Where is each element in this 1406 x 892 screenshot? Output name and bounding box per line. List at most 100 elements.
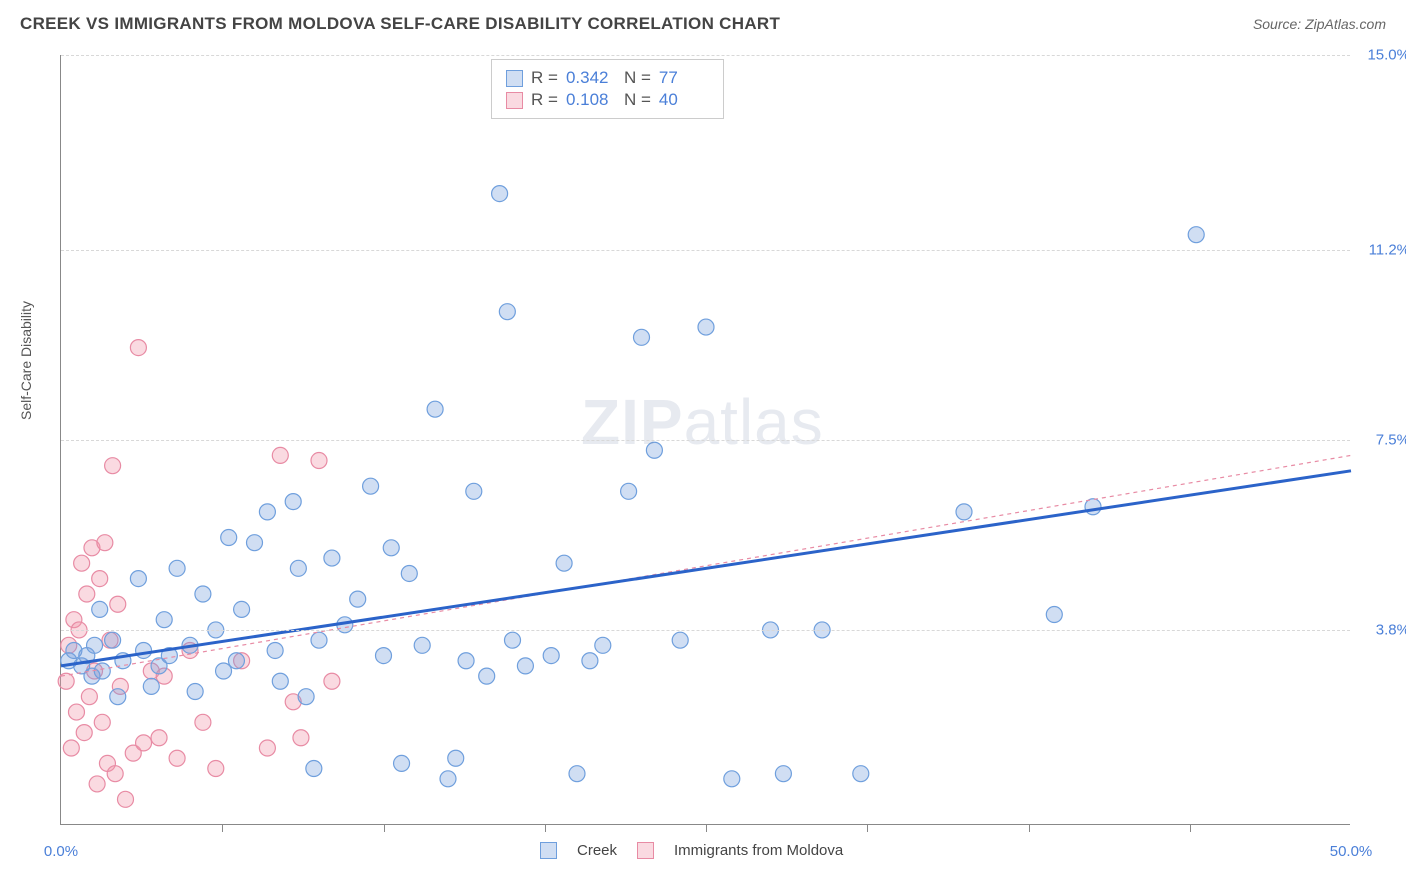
chart-title: CREEK VS IMMIGRANTS FROM MOLDOVA SELF-CA…: [20, 14, 780, 34]
data-point: [1085, 499, 1101, 515]
data-point: [195, 586, 211, 602]
data-point: [853, 766, 869, 782]
stat-n-label: N =: [624, 68, 651, 88]
data-point: [208, 761, 224, 777]
legend-swatch: [540, 842, 557, 859]
data-point: [118, 791, 134, 807]
data-point: [143, 678, 159, 694]
data-point: [110, 689, 126, 705]
x-tick-minor: [706, 824, 707, 832]
stat-r-label: R =: [531, 90, 558, 110]
data-point: [376, 648, 392, 664]
stat-r-label: R =: [531, 68, 558, 88]
data-point: [634, 329, 650, 345]
data-point: [110, 596, 126, 612]
chart-source: Source: ZipAtlas.com: [1253, 16, 1386, 32]
data-point: [414, 637, 430, 653]
data-point: [187, 684, 203, 700]
stat-r-value: 0.108: [566, 90, 616, 110]
data-point: [228, 653, 244, 669]
stat-n-value: 77: [659, 68, 709, 88]
data-point: [94, 663, 110, 679]
data-point: [505, 632, 521, 648]
stat-r-value: 0.342: [566, 68, 616, 88]
gridline-h: [61, 55, 1350, 56]
data-point: [81, 689, 97, 705]
trendline-a: [61, 471, 1351, 666]
stat-n-label: N =: [624, 90, 651, 110]
correlation-stats-box: R =0.342N =77R =0.108N =40: [491, 59, 724, 119]
data-point: [646, 442, 662, 458]
data-point: [775, 766, 791, 782]
y-tick-label: 11.2%: [1355, 242, 1406, 259]
data-point: [440, 771, 456, 787]
data-point: [621, 483, 637, 499]
data-point: [479, 668, 495, 684]
data-point: [293, 730, 309, 746]
data-point: [89, 776, 105, 792]
legend-label: Creek: [577, 842, 617, 859]
data-point: [107, 766, 123, 782]
data-point: [1188, 227, 1204, 243]
x-tick-label: 0.0%: [44, 843, 78, 860]
stats-row: R = 0.342 N = 77: [506, 68, 709, 88]
data-point: [290, 560, 306, 576]
data-point: [63, 740, 79, 756]
data-point: [394, 755, 410, 771]
data-point: [74, 555, 90, 571]
data-point: [724, 771, 740, 787]
data-point: [259, 504, 275, 520]
data-point: [156, 612, 172, 628]
data-point: [543, 648, 559, 664]
data-point: [458, 653, 474, 669]
x-tick-minor: [222, 824, 223, 832]
data-point: [272, 673, 288, 689]
data-point: [130, 340, 146, 356]
data-point: [58, 673, 74, 689]
data-point: [136, 642, 152, 658]
data-point: [94, 714, 110, 730]
y-tick-label: 3.8%: [1355, 621, 1406, 638]
data-point: [350, 591, 366, 607]
x-tick-minor: [867, 824, 868, 832]
trendline-b: [61, 455, 1351, 676]
data-point: [221, 530, 237, 546]
data-point: [130, 571, 146, 587]
gridline-h: [61, 440, 1350, 441]
data-point: [105, 458, 121, 474]
data-point: [97, 535, 113, 551]
data-point: [363, 478, 379, 494]
legend-swatch: [637, 842, 654, 859]
stats-row: R =0.108N =40: [506, 90, 709, 110]
data-point: [151, 730, 167, 746]
data-point: [492, 186, 508, 202]
data-point: [272, 447, 288, 463]
x-tick-minor: [1190, 824, 1191, 832]
data-point: [285, 494, 301, 510]
data-point: [169, 750, 185, 766]
y-axis-label: Self-Care Disability: [18, 301, 34, 420]
data-point: [76, 725, 92, 741]
data-point: [672, 632, 688, 648]
y-tick-label: 15.0%: [1355, 47, 1406, 64]
legend-swatch: [506, 92, 523, 109]
data-point: [427, 401, 443, 417]
data-point: [311, 453, 327, 469]
data-point: [136, 735, 152, 751]
data-point: [68, 704, 84, 720]
legend-swatch: [506, 70, 523, 87]
x-tick-minor: [545, 824, 546, 832]
data-point: [324, 550, 340, 566]
gridline-h: [61, 250, 1350, 251]
data-point: [87, 637, 103, 653]
data-point: [216, 663, 232, 679]
data-point: [499, 304, 515, 320]
data-point: [169, 560, 185, 576]
plot-area: ZIPatlas R =0.342N =77R =0.108N =40 3.8%…: [60, 55, 1350, 825]
data-point: [582, 653, 598, 669]
data-point: [92, 571, 108, 587]
x-tick-minor: [384, 824, 385, 832]
data-point: [383, 540, 399, 556]
data-point: [79, 586, 95, 602]
bottom-legend: CreekImmigrants from Moldova: [540, 842, 843, 859]
